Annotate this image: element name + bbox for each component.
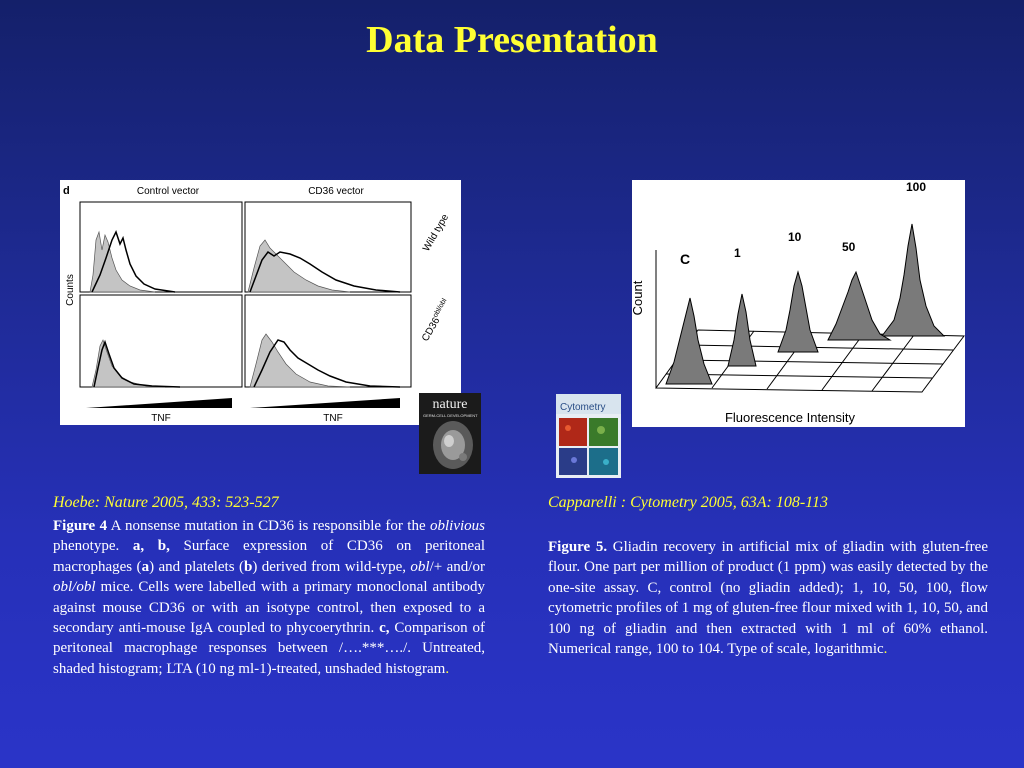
plot-frame-top-left <box>79 201 243 293</box>
x-axis-label: Fluorescence Intensity <box>725 410 856 425</box>
histogram-shaded <box>249 333 351 388</box>
x-label-tnf-left: TNF <box>151 413 170 424</box>
y-axis-label: Count <box>632 280 645 315</box>
peak-label-10: 10 <box>788 230 802 244</box>
peak-50 <box>827 270 892 341</box>
column-label-cd36: CD36 vector <box>308 186 364 197</box>
right-figure-caption: Figure 5. Gliadin recovery in artificial… <box>548 539 988 658</box>
nature-journal-cover: nature GERM-CELL DEVELOPMENT <box>419 393 481 474</box>
histogram-shaded <box>89 230 156 293</box>
row-label-cd36-obl: CD36obl/obl <box>419 297 453 343</box>
histogram-unshaded <box>253 339 401 388</box>
histogram-unshaded <box>91 230 176 293</box>
left-figure-caption: Figure 4 A nonsense mutation in CD36 is … <box>53 518 486 677</box>
cytometry-journal-cover: Cytometry <box>556 394 621 478</box>
cd36-histogram-figure: d Control vector CD36 vector Counts Wild… <box>60 180 461 425</box>
right-citation: Capparelli : Cytometry 2005, 63A: 108-11… <box>548 494 828 511</box>
peak-label-control: C <box>680 251 690 267</box>
row-label-wild-type: Wild type <box>421 212 451 253</box>
peak-label-1: 1 <box>734 246 741 260</box>
peak-control <box>665 297 713 385</box>
nature-cover-line: GERM-CELL DEVELOPMENT <box>423 413 478 418</box>
fluorescence-histogram-figure: Count Fluorescence Intensity C 1 10 50 1… <box>632 180 965 427</box>
peak-10 <box>777 270 819 353</box>
tnf-gradient-wedge <box>250 398 400 408</box>
histogram-shaded <box>247 239 351 293</box>
panel-letter: d <box>63 185 70 197</box>
nature-masthead: nature <box>433 397 468 412</box>
histogram-unshaded <box>249 250 401 293</box>
tnf-gradient-wedge <box>86 398 232 408</box>
peak-1 <box>727 293 757 367</box>
x-label-tnf-right: TNF <box>323 413 342 424</box>
figure-5-label: Figure 5. <box>548 539 608 555</box>
histogram-unshaded <box>93 339 181 388</box>
peak-100 <box>881 223 946 337</box>
slide-title: Data Presentation <box>366 19 658 61</box>
left-citation: Hoebe: Nature 2005, 433: 523-527 <box>53 494 279 511</box>
peak-label-50: 50 <box>842 240 856 254</box>
y-axis-label: Counts <box>65 274 76 306</box>
figure-4-label: Figure 4 <box>53 518 108 534</box>
column-label-control: Control vector <box>137 186 200 197</box>
peak-label-100: 100 <box>906 180 926 194</box>
cytometry-masthead: Cytometry <box>560 402 606 413</box>
